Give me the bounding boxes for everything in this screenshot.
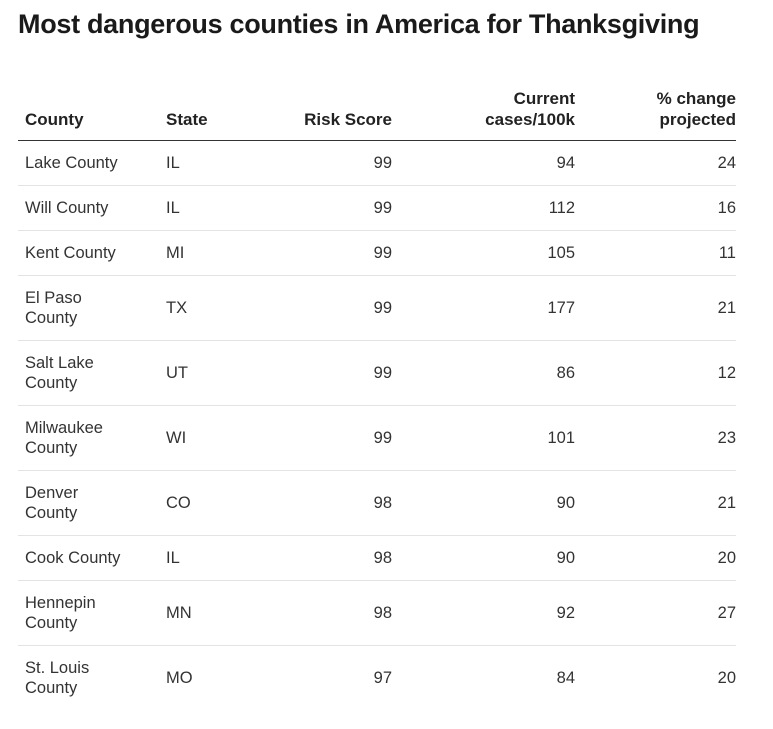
county-cell: Hennepin County xyxy=(18,580,159,646)
risk-score-cell: 99 xyxy=(254,230,392,276)
percent-change-cell: 20 xyxy=(717,669,736,687)
risk-score-cell: 98 xyxy=(254,470,392,536)
state-cell: IL xyxy=(159,185,254,231)
current-cases-cell: 86 xyxy=(392,340,575,406)
current-cases-cell: 92 xyxy=(392,580,575,646)
current-cases-cell: 90 xyxy=(392,470,575,536)
state-cell: MI xyxy=(159,230,254,276)
county-cell: Salt Lake County xyxy=(18,340,159,406)
risk-score-cell: 99 xyxy=(254,275,392,341)
column-header-percent-change: % change projected xyxy=(575,88,736,141)
current-cases-cell: 105 xyxy=(392,230,575,276)
county-cell: Denver County xyxy=(18,470,159,536)
risk-score-cell: 97 xyxy=(373,669,392,687)
county-cell: St. Louis County xyxy=(25,659,90,697)
current-cases-cell: 94 xyxy=(392,140,575,186)
percent-change-cell: 21 xyxy=(575,470,736,536)
header-row: County State Risk Score Current cases/10… xyxy=(18,88,736,141)
current-cases-cell: 112 xyxy=(392,185,575,231)
column-header-risk-score: Risk Score xyxy=(254,88,392,141)
column-header-state: State xyxy=(159,88,254,141)
risk-score-cell: 99 xyxy=(254,185,392,231)
county-cell: Lake County xyxy=(18,140,159,186)
current-cases-cell: 177 xyxy=(392,275,575,341)
percent-change-cell: 12 xyxy=(575,340,736,406)
state-cell: MO xyxy=(166,669,193,687)
table-row: Salt Lake County UT 99 86 12 xyxy=(18,340,736,406)
column-header-county: County xyxy=(18,88,159,141)
county-cell: Milwaukee County xyxy=(18,405,159,471)
table-row: Milwaukee County WI 99 101 23 xyxy=(18,405,736,471)
risk-score-cell: 99 xyxy=(254,405,392,471)
table-row: Lake County IL 99 94 24 xyxy=(18,140,736,186)
state-cell: UT xyxy=(159,340,254,406)
table-row: St. Louis County MO 97 84 20 xyxy=(18,646,736,711)
table-row: Will County IL 99 112 16 xyxy=(18,185,736,231)
risk-score-cell: 98 xyxy=(254,580,392,646)
percent-change-cell: 16 xyxy=(575,185,736,231)
table-row: Cook County IL 98 90 20 xyxy=(18,535,736,581)
percent-change-cell: 23 xyxy=(575,405,736,471)
table-row: Denver County CO 98 90 21 xyxy=(18,470,736,536)
state-cell: CO xyxy=(159,470,254,536)
county-cell: El Paso County xyxy=(18,275,159,341)
current-cases-cell: 90 xyxy=(392,535,575,581)
table-row: Kent County MI 99 105 11 xyxy=(18,230,736,276)
percent-change-cell: 24 xyxy=(575,140,736,186)
risk-score-cell: 98 xyxy=(254,535,392,581)
percent-change-cell: 11 xyxy=(575,230,736,276)
percent-change-cell: 21 xyxy=(575,275,736,341)
risk-score-cell: 99 xyxy=(254,340,392,406)
data-table: County State Risk Score Current cases/10… xyxy=(18,88,736,710)
current-cases-cell: 84 xyxy=(556,669,575,687)
state-cell: IL xyxy=(159,140,254,186)
table-row: Hennepin County MN 98 92 27 xyxy=(18,580,736,646)
county-cell: Kent County xyxy=(18,230,159,276)
county-cell: Cook County xyxy=(18,535,159,581)
state-cell: MN xyxy=(159,580,254,646)
percent-change-cell: 20 xyxy=(575,535,736,581)
state-cell: IL xyxy=(159,535,254,581)
column-header-current-cases: Current cases/100k xyxy=(392,88,575,141)
current-cases-cell: 101 xyxy=(392,405,575,471)
county-cell: Will County xyxy=(18,185,159,231)
table-row: El Paso County TX 99 177 21 xyxy=(18,275,736,341)
risk-score-cell: 99 xyxy=(254,140,392,186)
percent-change-cell: 27 xyxy=(575,580,736,646)
state-cell: WI xyxy=(159,405,254,471)
page-title: Most dangerous counties in America for T… xyxy=(18,9,700,39)
state-cell: TX xyxy=(159,275,254,341)
